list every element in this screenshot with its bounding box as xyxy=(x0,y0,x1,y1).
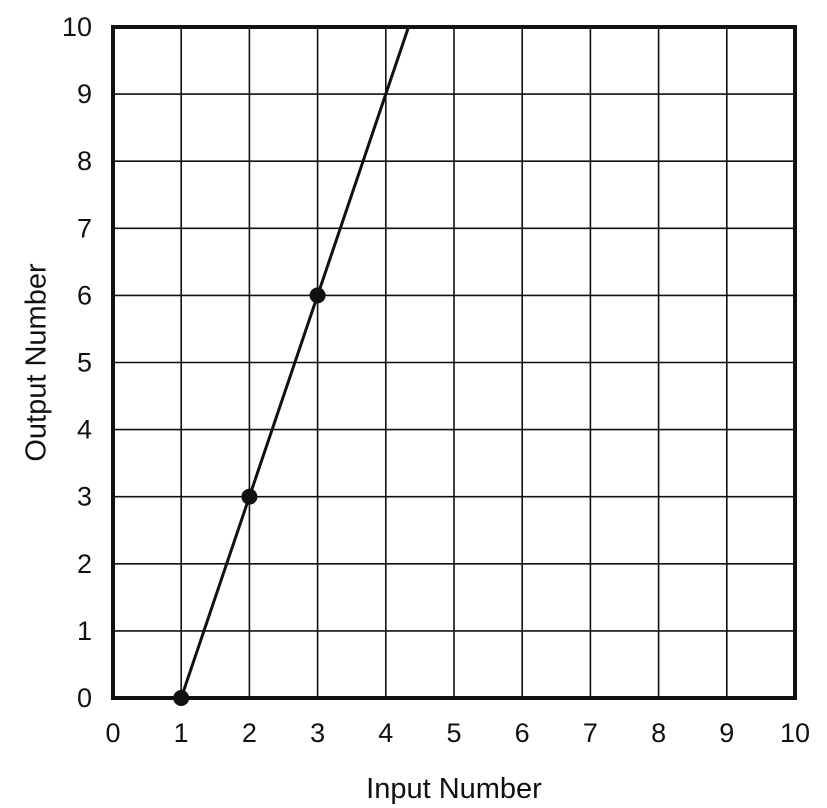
x-tick-label: 5 xyxy=(446,718,461,748)
x-tick-label: 7 xyxy=(583,718,598,748)
series-layer xyxy=(173,26,410,706)
x-tick-label: 4 xyxy=(378,718,393,748)
data-point xyxy=(309,287,326,304)
x-tick-label: 2 xyxy=(242,718,257,748)
y-tick-label: 4 xyxy=(77,415,92,445)
y-tick-label: 1 xyxy=(77,616,92,646)
plot-frame xyxy=(111,25,797,700)
x-tick-label: 8 xyxy=(651,718,666,748)
y-tick-label: 6 xyxy=(77,280,92,310)
y-tick-label: 8 xyxy=(77,146,92,176)
x-axis-title: Input Number xyxy=(366,773,542,805)
data-point xyxy=(241,488,258,505)
x-tick-label: 10 xyxy=(780,718,810,748)
x-tick-label: 6 xyxy=(515,718,530,748)
x-tick-label: 0 xyxy=(105,718,120,748)
x-tick-labels: 0 1 2 3 4 5 6 7 8 9 10 xyxy=(105,718,810,748)
y-tick-label: 5 xyxy=(77,348,92,378)
y-tick-label: 7 xyxy=(77,213,92,243)
x-tick-label: 1 xyxy=(174,718,189,748)
y-tick-label: 9 xyxy=(77,79,92,109)
series-line xyxy=(179,26,410,699)
y-axis-title: Output Number xyxy=(21,263,53,462)
y-tick-labels: 0 1 2 3 4 5 6 7 8 9 10 xyxy=(62,12,92,713)
y-tick-label: 10 xyxy=(62,12,92,42)
x-tick-label: 3 xyxy=(310,718,325,748)
x-tick-label: 9 xyxy=(719,718,734,748)
y-tick-label: 2 xyxy=(77,549,92,579)
y-tick-label: 3 xyxy=(77,482,92,512)
y-tick-label: 0 xyxy=(77,683,92,713)
